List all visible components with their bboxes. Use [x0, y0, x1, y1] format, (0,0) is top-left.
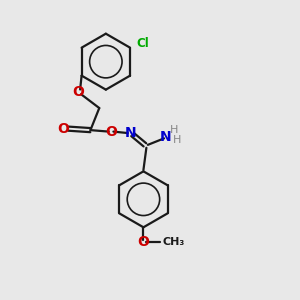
Text: Cl: Cl — [136, 37, 149, 50]
Text: N: N — [160, 130, 171, 145]
Text: O: O — [137, 235, 149, 249]
Text: O: O — [57, 122, 69, 136]
Text: O: O — [105, 124, 117, 139]
Text: H: H — [173, 135, 181, 146]
Text: CH₃: CH₃ — [163, 237, 185, 247]
Text: N: N — [124, 126, 136, 140]
Text: O: O — [73, 85, 85, 99]
Text: H: H — [170, 125, 178, 135]
